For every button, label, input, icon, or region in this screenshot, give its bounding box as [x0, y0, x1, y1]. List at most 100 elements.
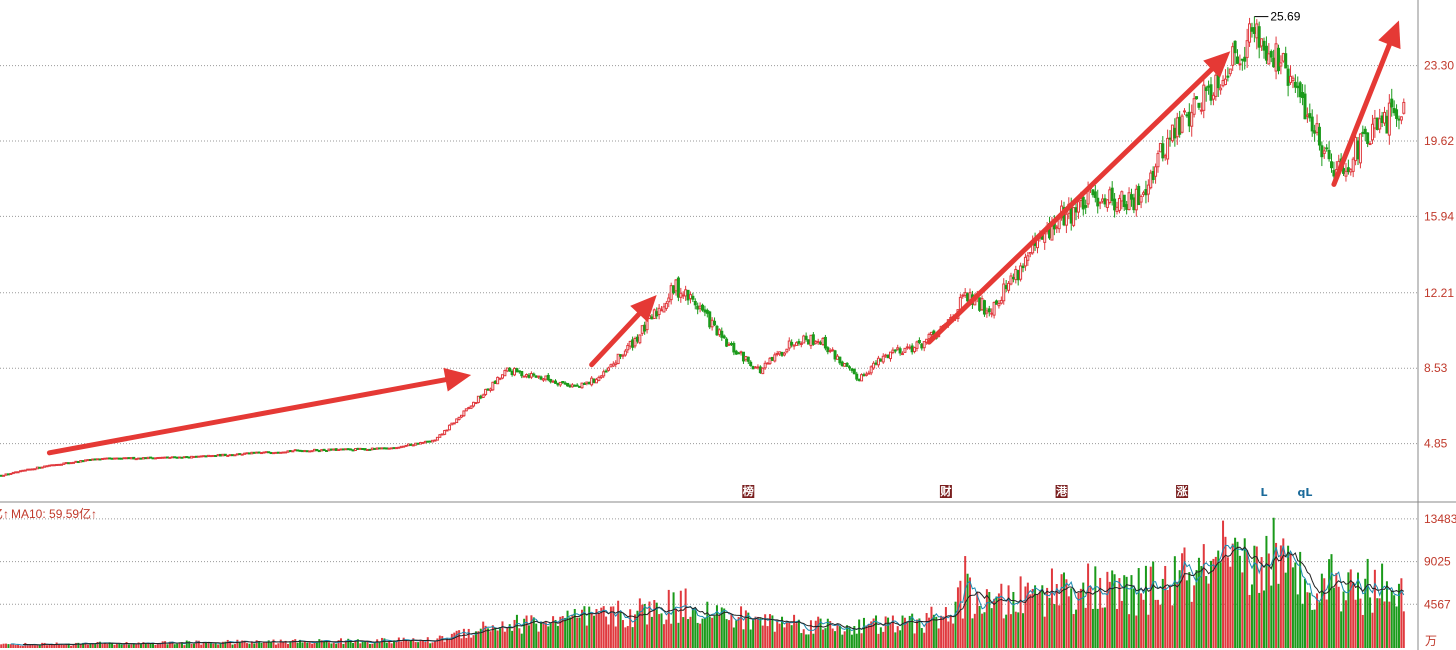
candle: [1011, 273, 1015, 283]
volume-bar: [1205, 576, 1208, 648]
volume-bar: [31, 644, 34, 648]
volume-bar: [981, 613, 984, 648]
candle: [1387, 94, 1391, 145]
volume-bar: [740, 606, 743, 648]
candle: [662, 302, 666, 313]
candle: [756, 364, 760, 370]
event-marker[interactable]: 港: [1055, 484, 1069, 498]
candle: [493, 380, 497, 384]
candle: [14, 471, 18, 474]
candle: [173, 456, 177, 459]
volume-bar: [1248, 594, 1251, 648]
volume-bar: [1193, 585, 1196, 648]
candle: [221, 453, 225, 457]
candle: [1055, 224, 1059, 234]
candle: [368, 448, 372, 451]
volume-bar: [1130, 575, 1133, 648]
volume-bar: [1087, 563, 1090, 648]
volume-bar: [588, 606, 591, 648]
volume-bar: [1357, 572, 1360, 648]
candle: [298, 449, 302, 452]
candle: [505, 367, 509, 373]
candle: [626, 343, 630, 354]
volume-bar: [1046, 587, 1049, 648]
volume-bar: [1060, 574, 1063, 648]
volume-bar: [294, 639, 297, 648]
volume-bar: [484, 625, 487, 648]
volume-bar: [995, 596, 998, 648]
candle: [419, 441, 423, 445]
event-marker[interactable]: 榜: [742, 484, 755, 498]
candle: [1170, 124, 1174, 143]
event-marker[interactable]: 涨: [1176, 484, 1189, 498]
volume-bar: [125, 642, 128, 648]
volume-tick-label: 4567: [1424, 597, 1451, 611]
candle: [332, 448, 336, 451]
volume-bar: [1352, 581, 1355, 648]
volume-bar: [1342, 591, 1345, 648]
candle: [804, 332, 808, 342]
candle: [823, 334, 827, 351]
volume-bar: [388, 641, 391, 648]
volume-bar: [915, 619, 918, 648]
candle: [537, 375, 541, 380]
volume-bar: [455, 630, 458, 648]
candle: [657, 304, 661, 320]
volume-bar: [1214, 556, 1217, 648]
event-marker[interactable]: qL: [1298, 486, 1313, 499]
volume-bar: [277, 643, 280, 648]
candle: [486, 388, 490, 391]
candle: [821, 337, 825, 346]
volume-bar: [1258, 592, 1261, 648]
volume-bar: [846, 625, 849, 648]
volume-bar: [19, 645, 22, 648]
volume-bar: [390, 643, 393, 648]
volume-bar: [884, 616, 887, 648]
candle: [165, 456, 169, 459]
volume-bar: [600, 607, 603, 648]
candle: [67, 462, 71, 465]
candle: [741, 351, 745, 364]
volume-bar: [776, 619, 779, 648]
volume-bar: [1313, 609, 1316, 648]
volume-bar: [1007, 585, 1010, 648]
candle: [204, 455, 208, 458]
candle: [722, 334, 726, 340]
volume-bar: [896, 626, 899, 648]
candle: [182, 456, 186, 459]
volume-bar: [993, 598, 996, 648]
candle: [1380, 111, 1384, 128]
volume-bar: [877, 633, 880, 648]
candle: [206, 454, 210, 457]
volume-bar: [118, 643, 121, 648]
volume-bar: [474, 631, 477, 648]
candle: [45, 465, 49, 468]
volume-bar: [701, 618, 704, 648]
candle: [462, 410, 466, 418]
event-marker[interactable]: 财: [939, 484, 952, 498]
candle: [898, 346, 902, 356]
volume-bar: [530, 615, 533, 648]
volume-bar: [1330, 554, 1333, 648]
candle: [197, 455, 201, 458]
volume-bar: [446, 638, 449, 648]
event-marker[interactable]: L: [1261, 486, 1268, 499]
volume-bar: [754, 616, 757, 648]
candle: [797, 338, 801, 346]
volume-bar: [573, 608, 576, 648]
candle: [366, 448, 370, 451]
candle: [1105, 199, 1109, 212]
volume-bar: [62, 644, 65, 648]
volume-bar: [29, 644, 32, 648]
volume-bar: [1229, 566, 1232, 648]
candle: [1014, 265, 1018, 284]
candle: [1351, 156, 1355, 178]
volume-bar: [865, 626, 868, 648]
candle: [185, 456, 189, 459]
candle: [426, 440, 430, 443]
volume-bar: [431, 642, 434, 648]
candle: [1255, 19, 1259, 50]
candle: [1276, 44, 1280, 75]
volume-bar: [238, 641, 241, 648]
volume-bar: [86, 644, 89, 648]
